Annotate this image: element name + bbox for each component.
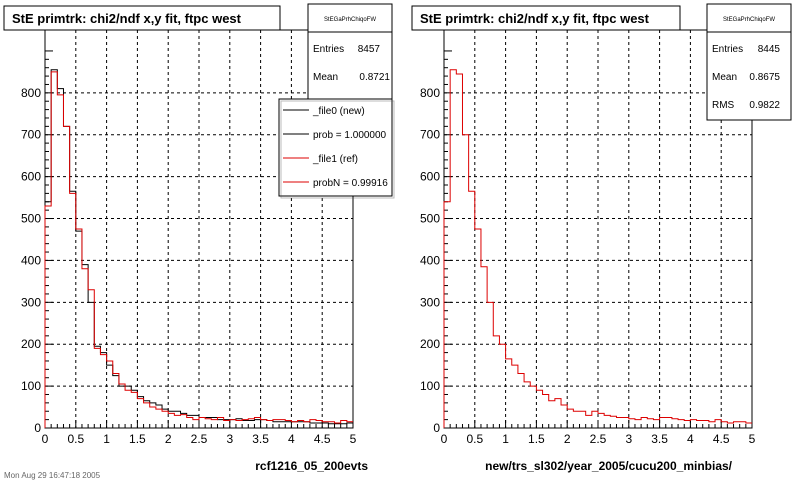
left-series-0 — [44, 69, 353, 428]
left-chart-title: StE primtrk: chi2/ndf x,y fit, ftpc west — [12, 11, 242, 26]
right-y-tick-label: 200 — [420, 337, 440, 351]
legend-label-probN: probN = 0.99916 — [313, 178, 388, 189]
legend: _file0 (new) prob = 1.000000 _file1 (ref… — [278, 98, 395, 199]
left-x-axis-label: rcf1216_05_200evts — [255, 459, 368, 473]
right-title-box — [411, 5, 681, 31]
left-stats-label-mean: Mean — [313, 72, 338, 83]
left-stats-name: StEGaPrhChiqoFW — [324, 17, 376, 23]
right-x-tick-label: 4.5 — [713, 432, 730, 446]
right-x-tick-label: 3.5 — [651, 432, 668, 446]
right-y-tick-label: 800 — [420, 86, 440, 100]
right-y-tick-label: 700 — [420, 128, 440, 142]
right-stats-label-rms: RMS — [712, 100, 735, 111]
right-stats-box: StEGaPrhChiqoFW Entries 8445 Mean 0.8675… — [706, 3, 792, 121]
right-y-tick-label: 600 — [420, 170, 440, 184]
footer-timestamp: Mon Aug 29 16:47:18 2005 — [4, 471, 101, 480]
left-series-1 — [44, 71, 353, 428]
right-x-tick-label: 1.5 — [528, 432, 545, 446]
right-x-tick-label: 3 — [625, 432, 632, 446]
right-y-tick-label: 400 — [420, 253, 440, 267]
right-y-tick-label: 500 — [420, 212, 440, 226]
right-x-tick-label: 4 — [687, 432, 694, 446]
left-x-tick-label: 1 — [103, 432, 110, 446]
right-stats-name: StEGaPrhChiqoFW — [723, 17, 775, 23]
left-x-tick-label: 4 — [288, 432, 295, 446]
left-y-tick-label: 0 — [34, 421, 41, 435]
left-title-box — [3, 5, 281, 31]
right-x-tick-label: 2.5 — [590, 432, 607, 446]
left-x-tick-label: 2.5 — [191, 432, 208, 446]
left-y-tick-label: 400 — [21, 253, 41, 267]
right-y-tick-label: 300 — [420, 295, 440, 309]
right-stats-label-mean: Mean — [712, 72, 737, 83]
left-x-tick-label: 4.5 — [314, 432, 331, 446]
right-x-tick-label: 1 — [502, 432, 509, 446]
right-series-0 — [443, 69, 752, 428]
right-chart-title: StE primtrk: chi2/ndf x,y fit, ftpc west — [420, 11, 650, 26]
left-x-tick-label: 0.5 — [67, 432, 84, 446]
right-y-tick-label: 0 — [433, 421, 440, 435]
legend-label-file1: _file1 (ref) — [312, 154, 358, 165]
left-x-tick-label: 3.5 — [252, 432, 269, 446]
right-stats-value-entries: 8445 — [758, 44, 781, 55]
right-x-tick-label: 5 — [749, 432, 756, 446]
left-y-tick-label: 500 — [21, 212, 41, 226]
left-stats-value-entries: 8457 — [358, 44, 381, 55]
right-stats-label-entries: Entries — [712, 44, 743, 55]
left-stats-value-mean: 0.8721 — [359, 72, 390, 83]
left-x-tick-label: 1.5 — [129, 432, 146, 446]
left-y-tick-label: 200 — [21, 337, 41, 351]
left-x-tick-label: 2 — [165, 432, 172, 446]
left-y-tick-label: 300 — [21, 295, 41, 309]
legend-label-file0: _file0 (new) — [312, 106, 365, 117]
left-y-tick-label: 700 — [21, 128, 41, 142]
left-y-tick-label: 800 — [21, 86, 41, 100]
right-y-tick-label: 100 — [420, 379, 440, 393]
legend-label-prob: prob = 1.000000 — [313, 130, 387, 141]
right-stats-value-mean: 0.8675 — [749, 72, 780, 83]
left-y-tick-label: 600 — [21, 170, 41, 184]
right-x-axis-label: new/trs_sl302/year_2005/cucu200_minbias/ — [485, 459, 732, 473]
right-x-tick-label: 0.5 — [466, 432, 483, 446]
left-x-tick-label: 5 — [350, 432, 357, 446]
left-y-tick-label: 100 — [21, 379, 41, 393]
left-x-tick-label: 0 — [42, 432, 49, 446]
right-panel: 0 0.5 1 1.5 2 2.5 3 3.5 4 4.5 5 0 100 200 300 400 500 600… — [420, 29, 756, 446]
right-stats-value-rms: 0.9822 — [749, 100, 780, 111]
right-x-tick-label: 2 — [564, 432, 571, 446]
left-stats-label-entries: Entries — [313, 44, 344, 55]
left-panel: 0 0.5 1 1.5 2 2.5 3 3.5 4 4.5 5 0 100 200 300 400 500 600… — [21, 29, 357, 446]
left-x-tick-label: 3 — [226, 432, 233, 446]
right-x-tick-label: 0 — [441, 432, 448, 446]
